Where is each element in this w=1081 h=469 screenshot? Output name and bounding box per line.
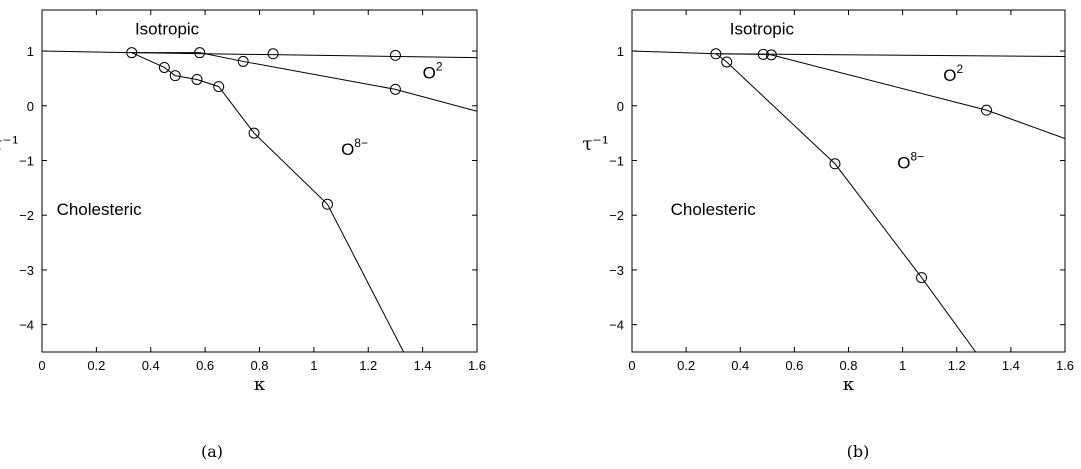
panel-b-ytick-label: 0 — [617, 99, 624, 114]
panel-a-data-point — [194, 47, 206, 59]
panel-a-region-label: O2 — [423, 59, 443, 82]
panel-b-ylabel: τ⁻¹ — [582, 134, 609, 155]
panel-b-xtick-label: 0.8 — [839, 358, 857, 373]
panel-a-xtick-label: 1.4 — [414, 358, 432, 373]
panel-b-data-point — [721, 56, 733, 68]
panel-a-ytick-label: −1 — [19, 153, 34, 168]
panel-a: 0 0.2 0.4 0.6 0.8 1 1.2 1.4 1.6 1 0 −1 −2 −3 −4 κ τ⁻¹ Iso… — [0, 9, 486, 461]
panel-a-xtick-label: 1.2 — [359, 358, 377, 373]
panel-b-region-label: Cholesteric — [671, 200, 757, 219]
panel-a-data-point — [213, 81, 225, 93]
panel-b-ytick-label: −2 — [609, 208, 624, 223]
panel-a-xtick-label: 0.4 — [142, 358, 160, 373]
panel-b-xtick-label: 0.4 — [731, 358, 749, 373]
panel-b-data-point — [765, 49, 777, 61]
panel-b-region-label: O2 — [943, 62, 963, 85]
panel-b-xtick-label: 1.6 — [1056, 358, 1074, 373]
panel-a-xtick-label: 0 — [38, 358, 45, 373]
panel-a-data-point — [389, 49, 401, 61]
panel-b-region-label: O8− — [897, 150, 924, 173]
panel-b-region-label: Isotropic — [730, 20, 795, 39]
panel-b-ytick-label: 1 — [617, 44, 624, 59]
panel-a-axes-box — [41, 9, 478, 353]
panel-b-boundary-line-2 — [715, 53, 1065, 140]
panel-a-boundary-line-2 — [131, 52, 477, 112]
panel-a-ytick-label: −3 — [19, 263, 34, 278]
panel-a-data-point — [158, 61, 170, 73]
panel-a-ytick-label: 0 — [27, 99, 34, 114]
panel-a-data-point — [237, 55, 249, 67]
panel-b-data-point — [829, 158, 841, 170]
panel-b-caption: (b) — [847, 442, 870, 461]
panel-a-data-point — [169, 70, 181, 82]
panel-b-ytick-label: −3 — [609, 263, 624, 278]
panel-b-xtick-label: 0.6 — [785, 358, 803, 373]
panel-a-ytick-label: −4 — [19, 318, 34, 333]
panel-a-xtick-label: 0.8 — [250, 358, 268, 373]
panel-a-data-point — [267, 48, 279, 60]
panel-a-data-point — [248, 127, 260, 139]
panel-a-xtick-label: 0.6 — [196, 358, 214, 373]
panel-a-xtick-label: 0.2 — [87, 358, 105, 373]
panel-b-xtick-label: 0 — [628, 358, 635, 373]
panel-b-data-point — [710, 48, 722, 60]
panel-a-ytick-label: −2 — [19, 208, 34, 223]
panel-a-region-label: Isotropic — [135, 20, 200, 39]
panel-a-ylabel: τ⁻¹ — [0, 134, 19, 155]
panel-a-xtick-label: 1.6 — [468, 358, 486, 373]
panel-a-data-point — [126, 47, 138, 59]
panel-b: 0 0.2 0.4 0.6 0.8 1 1.2 1.4 1.6 1 0 −1 −2 −3 −4 κ τ⁻¹ Iso… — [582, 9, 1074, 461]
panel-b-data-point — [981, 104, 993, 116]
panel-b-data-point — [916, 272, 928, 284]
panel-a-data-point — [321, 198, 333, 210]
panel-a-boundary-line-1 — [42, 50, 477, 59]
panel-a-boundary-line-3 — [131, 52, 405, 352]
panel-b-ytick-label: −4 — [609, 318, 624, 333]
panel-a-xtick-label: 1 — [310, 358, 317, 373]
panel-b-xtick-label: 1.2 — [948, 358, 966, 373]
panel-b-xtick-label: 1.4 — [1002, 358, 1020, 373]
panel-a-caption: (a) — [201, 442, 223, 461]
panel-a-data-point — [389, 83, 401, 95]
panel-b-ytick-label: −1 — [609, 153, 624, 168]
panel-b-boundary-line-1 — [632, 50, 1065, 58]
panel-b-xlabel: κ — [843, 374, 855, 395]
panel-a-region-label: O8− — [341, 136, 368, 159]
panel-b-xtick-label: 0.2 — [677, 358, 695, 373]
panel-b-data-point — [757, 48, 769, 60]
panel-a-ytick-label: 1 — [27, 44, 34, 59]
panel-a-data-point — [191, 73, 203, 85]
panel-b-xtick-label: 1 — [899, 358, 906, 373]
panel-a-xlabel: κ — [254, 374, 266, 395]
panel-a-region-label: Cholesteric — [57, 200, 143, 219]
